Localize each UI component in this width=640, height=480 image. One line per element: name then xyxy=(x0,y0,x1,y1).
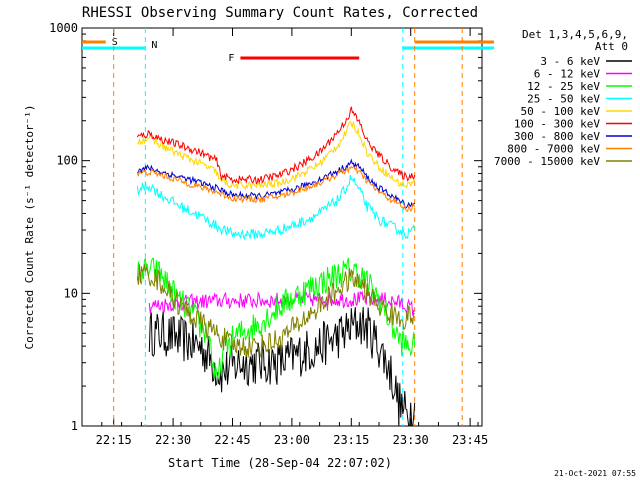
flag-label: N xyxy=(151,40,157,51)
series-line-4 xyxy=(137,120,416,191)
plot-area xyxy=(81,27,483,427)
x-tick-label: 23:30 xyxy=(393,433,429,447)
x-tick-label: 23:00 xyxy=(274,433,310,447)
y-tick-label: 1000 xyxy=(49,21,78,35)
y-axis: 1 10 100 1000 xyxy=(49,21,482,433)
x-tick-label: 23:15 xyxy=(333,433,369,447)
footer-date: 21-Oct-2021 07:55 xyxy=(554,469,636,478)
x-tick-label: 23:45 xyxy=(452,433,488,447)
series-line-8 xyxy=(136,264,416,360)
x-axis-label: Start Time (28-Sep-04 22:07:02) xyxy=(168,456,392,470)
legend-label: 6 - 12 keV xyxy=(534,68,601,81)
y-tick-label: 1 xyxy=(71,419,78,433)
x-axis: 22:15 22:30 22:45 23:00 23:15 23:30 23:45 xyxy=(81,28,488,447)
x-tick-label: 22:15 xyxy=(96,433,132,447)
flag-bars: S N F xyxy=(82,37,494,64)
x-tick-label: 22:30 xyxy=(155,433,191,447)
y-axis-label: Corrected Count Rate (s⁻¹ detector⁻¹) xyxy=(23,104,36,349)
series-line-6 xyxy=(137,158,416,209)
legend-label: 300 - 800 keV xyxy=(514,130,600,143)
series-line-3 xyxy=(136,174,416,241)
legend-label: 12 - 25 keV xyxy=(527,80,600,93)
x-tick-label: 22:45 xyxy=(214,433,250,447)
vertical-markers xyxy=(113,28,463,426)
flag-label: S xyxy=(112,37,118,48)
legend-label: 800 - 7000 keV xyxy=(507,143,600,156)
legend-label: 25 - 50 keV xyxy=(527,93,600,106)
series-line-7 xyxy=(136,165,416,213)
legend-label: 100 - 300 keV xyxy=(514,118,600,131)
plot-frame xyxy=(81,27,483,427)
legend-label: 7000 - 15000 keV xyxy=(494,155,600,168)
series-line-2 xyxy=(136,257,416,380)
legend-label: 50 - 100 keV xyxy=(521,105,601,118)
legend-header-2: Att 0 xyxy=(595,40,628,53)
flag-label: F xyxy=(228,53,234,64)
series-line-5 xyxy=(136,106,416,185)
chart-title: RHESSI Observing Summary Count Rates, Co… xyxy=(82,5,478,21)
legend-label: 3 - 6 keV xyxy=(540,55,600,68)
series-layer xyxy=(136,106,416,427)
y-tick-label: 100 xyxy=(56,154,78,168)
y-tick-label: 10 xyxy=(64,286,78,300)
legend-header-1: Det 1,3,4,5,6,9, xyxy=(522,28,628,41)
